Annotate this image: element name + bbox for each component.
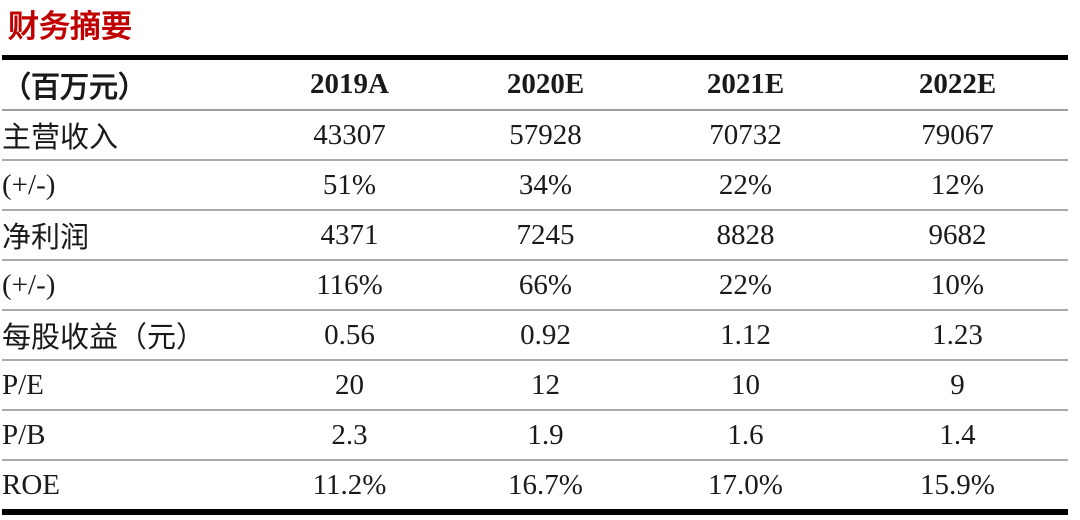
cell-value: 11.2% [312,468,387,501]
cell-value: 1.12 [644,310,847,361]
year-header-2019a: 2019A [252,57,447,111]
table-row-eps: 每股收益（元） 0.56 0.92 1.12 1.23 [2,310,1068,361]
cell-value: 34% [447,160,644,211]
row-label: ROE [2,468,60,501]
table-header-row: （百万元） 2019A 2020E 2021E 2022E [2,57,1068,111]
unit-header-cell: （百万元） [2,57,252,111]
cell-value: 10 [644,360,847,411]
cell-value: 51% [252,160,447,211]
cell-value: 2.3 [252,410,447,461]
cell-value: 22% [644,260,847,311]
cell-value: 0.56 [252,310,447,361]
cell-value: 12 [447,360,644,411]
table-row-net-profit: 净利润 4371 7245 8828 9682 [2,210,1068,261]
page-title: 财务摘要 [8,9,132,44]
cell-value: 12% [847,160,1068,211]
table-row-revenue-growth: (+/-) 51% 34% 22% 12% [2,160,1068,211]
cell-value: 16.7% [508,468,583,501]
row-label: P/B [2,410,252,461]
row-label: 主营收入 [2,110,252,161]
year-header-2022e: 2022E [847,57,1068,111]
year-header-2021e: 2021E [644,57,847,111]
cell-value: 43307 [252,110,447,161]
row-label: (+/-) [2,260,252,311]
row-label: 每股收益（元） [2,310,252,361]
cell-value: 8828 [644,210,847,261]
cell-value: 1.9 [447,410,644,461]
cell-value: 0.92 [447,310,644,361]
cell-value: 17.0% [708,468,783,501]
cell-value: 1.6 [644,410,847,461]
financial-summary-table: （百万元） 2019A 2020E 2021E 2022E 主营收入 43307… [2,55,1068,515]
cell-value: 66% [447,260,644,311]
row-label: (+/-) [2,160,252,211]
cell-value: 7245 [447,210,644,261]
cell-value: 4371 [252,210,447,261]
table-row-pb: P/B 2.3 1.9 1.6 1.4 [2,410,1068,461]
cell-value: 9 [847,360,1068,411]
cell-value: 116% [252,260,447,311]
cell-value: 57928 [447,110,644,161]
cell-value: 70732 [644,110,847,161]
cell-value: 20 [252,360,447,411]
cell-value: 10% [847,260,1068,311]
row-label: P/E [2,360,252,411]
table-row-profit-growth: (+/-) 116% 66% 22% 10% [2,260,1068,311]
cell-value: 79067 [847,110,1068,161]
table-row-roe: ROE 11.2% 16.7% 17.0% 15.9% [2,460,1068,512]
year-header-2020e: 2020E [447,57,644,111]
row-label: 净利润 [2,210,252,261]
table-row-revenue: 主营收入 43307 57928 70732 79067 [2,110,1068,161]
cell-value: 15.9% [920,468,995,501]
cell-value: 1.23 [847,310,1068,361]
cell-value: 9682 [847,210,1068,261]
table-row-pe: P/E 20 12 10 9 [2,360,1068,411]
cell-value: 1.4 [847,410,1068,461]
cell-value: 22% [644,160,847,211]
